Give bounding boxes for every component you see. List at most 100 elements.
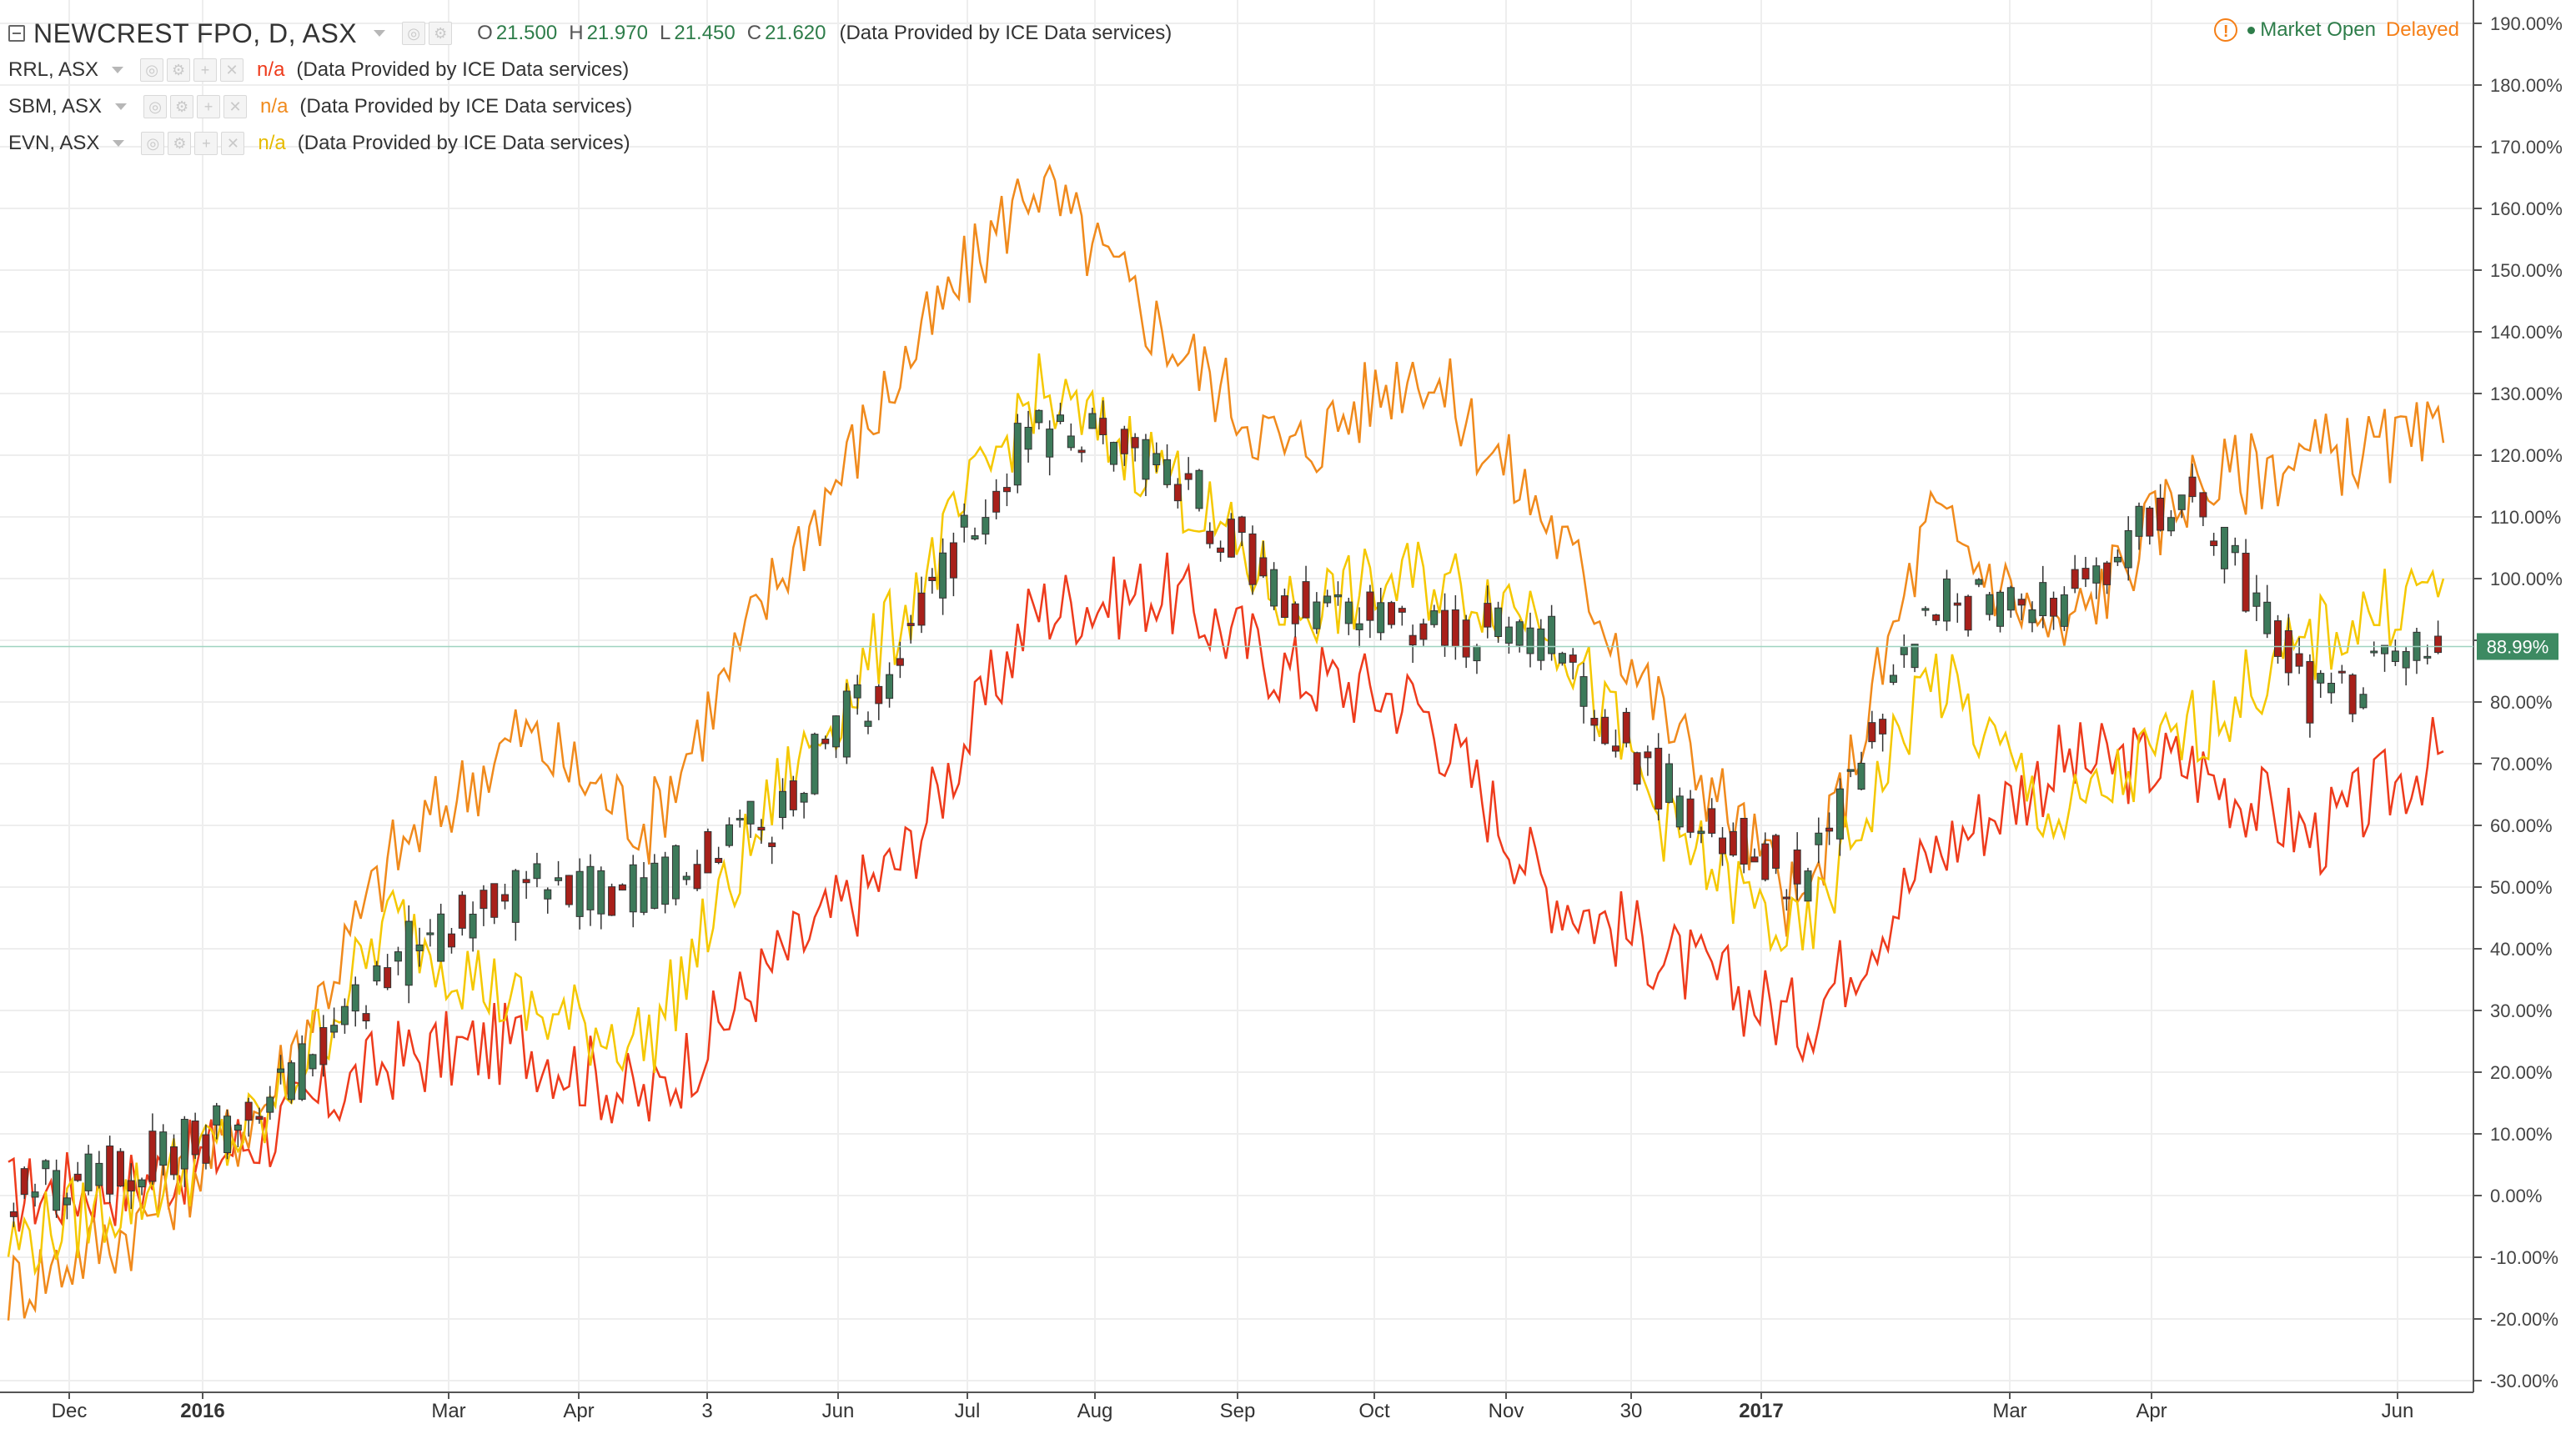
candle-up — [2113, 556, 2122, 563]
candle-up — [138, 1179, 146, 1188]
close-icon[interactable]: ✕ — [221, 132, 245, 155]
eye-icon[interactable]: ◎ — [402, 22, 426, 45]
plus-icon[interactable]: + — [194, 132, 218, 155]
close-icon[interactable]: ✕ — [223, 95, 248, 118]
candle-up — [736, 818, 744, 821]
candle-up — [1942, 578, 1951, 622]
chevron-down-icon[interactable] — [374, 30, 386, 37]
candle-up — [800, 793, 808, 803]
eye-icon[interactable]: ◎ — [140, 58, 164, 82]
close-key: C — [746, 22, 762, 44]
main-symbol-label[interactable]: NEWCREST FPO, D, ASX — [33, 18, 358, 48]
low-value: 21.450 — [674, 22, 736, 44]
candle-up — [469, 913, 477, 939]
candle-down — [1248, 533, 1257, 585]
y-tick-label: 60.00% — [2490, 815, 2553, 836]
x-tick-label: Mar — [431, 1400, 465, 1422]
candle-up — [1323, 595, 1332, 604]
gear-icon[interactable]: ⚙ — [429, 22, 453, 45]
candle-up — [1333, 594, 1342, 598]
y-tick-label: 30.00% — [2490, 1000, 2553, 1021]
plus-icon[interactable]: + — [193, 58, 218, 82]
chevron-down-icon[interactable] — [113, 140, 125, 147]
candle-up — [725, 824, 733, 846]
candle-up — [1996, 591, 2005, 627]
last-price-label: 88.99% — [2487, 636, 2549, 657]
candle-down — [501, 894, 510, 902]
y-tick-label: -20.00% — [2490, 1309, 2558, 1330]
x-tick-label: Jun — [822, 1400, 855, 1422]
candle-down — [127, 1180, 135, 1192]
candle-down — [362, 1013, 370, 1022]
candle-down — [928, 576, 936, 581]
candle-down — [2295, 653, 2303, 667]
close-icon[interactable]: ✕ — [220, 58, 244, 82]
candle-down — [480, 890, 488, 910]
high-key: H — [569, 22, 584, 44]
candle-up — [1975, 579, 1983, 585]
candle-down — [2071, 569, 2079, 589]
candle-down — [1622, 711, 1630, 744]
candle-up — [2167, 517, 2175, 532]
candle-up — [1430, 610, 1439, 625]
compare-symbol[interactable]: SBM, ASX — [8, 95, 103, 118]
y-tick-label: -30.00% — [2490, 1371, 2558, 1391]
collapse-legend-icon[interactable] — [8, 25, 25, 42]
candle-up — [1526, 627, 1534, 654]
candle-up — [2092, 565, 2101, 584]
candle-up — [2028, 609, 2036, 624]
candle-down — [1750, 856, 1759, 863]
candle-up — [746, 800, 755, 825]
candle-up — [1152, 453, 1161, 466]
candle-up — [811, 734, 819, 795]
last-price-badge — [2477, 633, 2558, 660]
candle-up — [842, 690, 851, 758]
compare-value: n/a — [257, 58, 285, 81]
chevron-down-icon[interactable] — [112, 67, 124, 73]
candle-down — [1793, 849, 1801, 885]
warning-icon[interactable]: ! — [2214, 18, 2238, 42]
candle-down — [1173, 484, 1182, 502]
candle-up — [661, 856, 670, 905]
candle-down — [2284, 630, 2292, 674]
candle-down — [2188, 476, 2197, 498]
delayed-label[interactable]: Delayed — [2385, 18, 2459, 41]
candle-down — [1868, 722, 1876, 743]
chevron-down-icon[interactable] — [115, 103, 128, 110]
compare-symbol[interactable]: RRL, ASX — [8, 58, 99, 81]
candle-down — [1729, 830, 1737, 856]
y-tick-label: 100.00% — [2490, 569, 2563, 589]
x-tick-label: Dec — [52, 1400, 88, 1422]
candle-down — [1280, 595, 1288, 619]
compare-symbol[interactable]: EVN, ASX — [8, 132, 100, 154]
candle-up — [180, 1119, 188, 1170]
candle-up — [2370, 650, 2378, 654]
gear-icon[interactable]: ⚙ — [170, 95, 194, 118]
candle-up — [31, 1191, 39, 1198]
gear-icon[interactable]: ⚙ — [167, 58, 191, 82]
candle-down — [1601, 716, 1609, 745]
candle-up — [1548, 615, 1556, 654]
provider-text: (Data Provided by ICE Data services) — [297, 132, 630, 154]
candle-up — [650, 862, 659, 909]
candle-down — [1238, 516, 1246, 534]
candle-up — [853, 684, 861, 699]
candle-down — [244, 1101, 253, 1121]
candle-up — [640, 877, 648, 913]
candle-up — [982, 517, 990, 535]
candle-down — [9, 1211, 18, 1217]
candle-down — [1569, 654, 1577, 663]
candle-up — [213, 1105, 221, 1126]
candle-up — [159, 1131, 168, 1166]
candle-down — [1398, 608, 1406, 613]
gear-icon[interactable]: ⚙ — [168, 132, 192, 155]
candle-up — [1537, 628, 1545, 661]
candle-down — [202, 1134, 210, 1164]
candle-up — [832, 715, 841, 748]
plus-icon[interactable]: + — [197, 95, 221, 118]
eye-icon[interactable]: ◎ — [143, 95, 168, 118]
candle-up — [1986, 594, 1994, 615]
market-open-dot-icon — [2247, 26, 2256, 34]
eye-icon[interactable]: ◎ — [141, 132, 165, 155]
